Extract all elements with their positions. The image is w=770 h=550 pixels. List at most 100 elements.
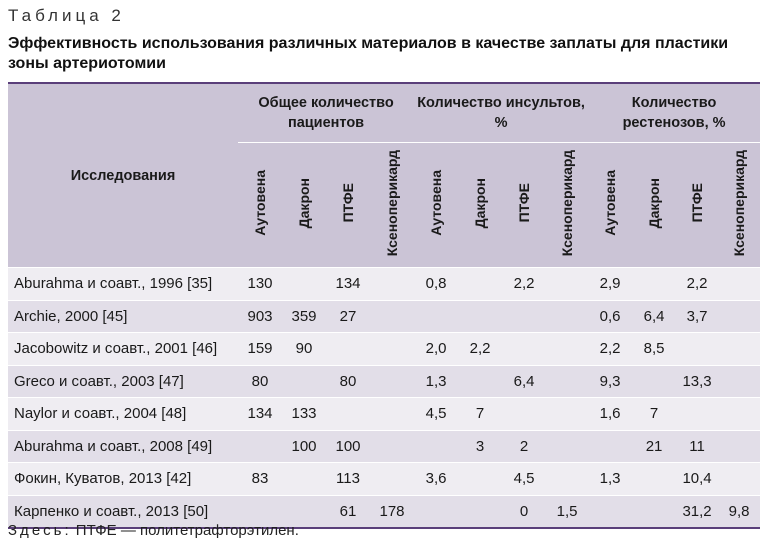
- value-cell: [458, 364, 503, 398]
- value-cell: 133: [282, 397, 326, 430]
- material-label: Аутовена: [252, 170, 268, 236]
- value-cell: [238, 494, 282, 527]
- value-cell: 27: [326, 299, 370, 333]
- value-cell: [458, 494, 503, 527]
- value-cell: 6,4: [502, 364, 547, 398]
- material-label: ПТФЕ: [340, 183, 356, 223]
- material-label: Дакрон: [296, 177, 312, 229]
- value-cell: [632, 267, 677, 300]
- column-header-material: Аутовена: [238, 142, 282, 268]
- footnote-text: ПТФЕ — политетрафторэтилен.: [71, 522, 299, 539]
- value-cell: 3,6: [414, 462, 459, 495]
- column-header-material: ПТФЕ: [502, 142, 547, 268]
- value-cell: [546, 332, 589, 365]
- value-cell: [282, 494, 326, 527]
- value-cell: 80: [238, 364, 282, 398]
- value-cell: 134: [326, 267, 370, 300]
- value-cell: [718, 462, 761, 495]
- material-label: Ксеноперикард: [559, 149, 576, 257]
- value-cell: 2,2: [588, 332, 633, 365]
- value-cell: 11: [676, 429, 719, 463]
- table-row: Archie, 2000 [45] 903 359 27 0,6 6,4 3,7: [8, 299, 761, 333]
- column-group-strokes: Количество инсультов, %: [414, 84, 589, 143]
- value-cell: 903: [238, 299, 282, 333]
- value-cell: [718, 429, 761, 463]
- table-row: Карпенко и соавт., 2013 [50] 61 178 0 1,5 31,…: [8, 494, 761, 527]
- value-cell: 31,2: [676, 494, 719, 527]
- value-cell: 2,2: [676, 267, 719, 300]
- value-cell: [458, 267, 503, 300]
- value-cell: [414, 299, 459, 333]
- value-cell: [370, 299, 415, 333]
- table-caption: Таблица 2: [8, 6, 125, 25]
- value-cell: [546, 397, 589, 430]
- table-title: Эффективность использования различных ма…: [8, 35, 729, 72]
- column-header-material: Дакрон: [282, 142, 326, 268]
- value-cell: 2,2: [502, 267, 547, 300]
- value-cell: [370, 267, 415, 300]
- value-cell: [632, 364, 677, 398]
- material-label: Ксеноперикард: [731, 149, 748, 257]
- material-label: ПТФЕ: [516, 183, 533, 223]
- data-table-container: Исследования Общее количество пациентов …: [8, 82, 761, 529]
- value-cell: [238, 429, 282, 463]
- value-cell: 1,5: [546, 494, 589, 527]
- value-cell: [546, 364, 589, 398]
- study-name-cell: Карпенко и соавт., 2013 [50]: [8, 494, 238, 527]
- value-cell: 1,3: [414, 364, 459, 398]
- value-cell: [414, 494, 459, 527]
- column-header-material: Аутовена: [588, 142, 633, 268]
- value-cell: 359: [282, 299, 326, 333]
- value-cell: 9,8: [718, 494, 761, 527]
- value-cell: [282, 462, 326, 495]
- column-group-patients: Общее количество пациентов: [238, 84, 415, 143]
- value-cell: [502, 299, 547, 333]
- value-cell: 21: [632, 429, 677, 463]
- value-cell: [282, 364, 326, 398]
- value-cell: [502, 332, 547, 365]
- material-label: Аутовена: [602, 170, 619, 236]
- column-header-material: ПТФЕ: [326, 142, 370, 268]
- column-header-material: Ксеноперикард: [370, 142, 415, 268]
- value-cell: [546, 299, 589, 333]
- value-cell: [370, 462, 415, 495]
- material-label: ПТФЕ: [689, 183, 706, 223]
- value-cell: [632, 462, 677, 495]
- table-row: Aburahma и соавт., 2008 [49] 100 100 3 2 21 11: [8, 429, 761, 463]
- column-group-restenoses: Количество рестенозов, %: [588, 84, 761, 143]
- study-name-cell: Naylor и соавт., 2004 [48]: [8, 397, 238, 430]
- material-label: Дакрон: [472, 177, 489, 229]
- value-cell: 3,7: [676, 299, 719, 333]
- value-cell: 100: [326, 429, 370, 463]
- table-footnote: Здесь: ПТФЕ — политетрафторэтилен.: [8, 522, 299, 539]
- value-cell: 113: [326, 462, 370, 495]
- footnote-prefix: Здесь:: [8, 522, 72, 539]
- study-name-cell: Aburahma и соавт., 1996 [35]: [8, 267, 238, 300]
- value-cell: [546, 462, 589, 495]
- data-table: Исследования Общее количество пациентов …: [8, 84, 761, 527]
- column-header-material: Дакрон: [458, 142, 503, 268]
- value-cell: [370, 429, 415, 463]
- value-cell: [718, 299, 761, 333]
- value-cell: [502, 397, 547, 430]
- value-cell: 13,3: [676, 364, 719, 398]
- value-cell: [546, 429, 589, 463]
- value-cell: [676, 397, 719, 430]
- value-cell: [718, 397, 761, 430]
- value-cell: [370, 397, 415, 430]
- value-cell: [546, 267, 589, 300]
- table-body: Aburahma и соавт., 1996 [35] 130 134 0,8 2,2…: [8, 267, 761, 527]
- material-label: Аутовена: [428, 170, 445, 236]
- value-cell: [370, 332, 415, 365]
- column-header-material: Дакрон: [632, 142, 677, 268]
- table-row: Naylor и соавт., 2004 [48] 134 133 4,5 7 1,6 7: [8, 397, 761, 430]
- value-cell: [718, 267, 761, 300]
- column-header-studies: Исследования: [8, 84, 238, 268]
- table-row: Jacobowitz и соавт., 2001 [46] 159 90 2,0 2,…: [8, 332, 761, 365]
- column-header-material: Ксеноперикард: [718, 142, 761, 268]
- value-cell: 1,6: [588, 397, 633, 430]
- value-cell: [676, 332, 719, 365]
- value-cell: 178: [370, 494, 415, 527]
- value-cell: 100: [282, 429, 326, 463]
- study-name-cell: Greco и соавт., 2003 [47]: [8, 364, 238, 398]
